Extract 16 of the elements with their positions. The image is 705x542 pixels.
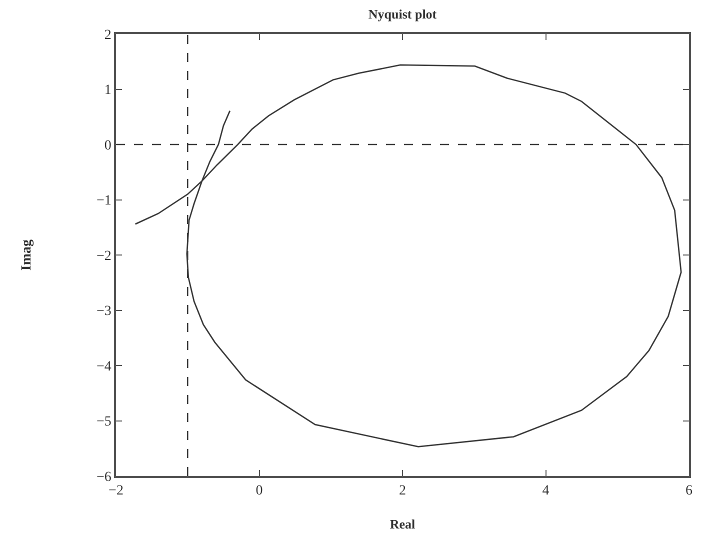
x-tick-label: 4 <box>542 484 550 499</box>
y-tick-label: 2 <box>104 28 112 43</box>
y-tick-label: 0 <box>104 138 112 154</box>
y-tick-label: 1 <box>104 83 112 98</box>
x-tick-label: 0 <box>256 484 263 499</box>
x-tick-label: 6 <box>686 484 692 499</box>
y-tick-label: −2 <box>96 248 112 264</box>
y-tick-label: −3 <box>96 304 112 320</box>
x-tick-label: 2 <box>399 484 406 499</box>
y-tick-label: −4 <box>96 359 112 374</box>
y-tick-label: −6 <box>96 470 112 485</box>
chart-title: Nyquist plot <box>368 6 438 22</box>
x-axis-title: Real <box>390 516 416 532</box>
y-tick-label: −1 <box>96 194 112 209</box>
y-tick-label: −5 <box>96 414 112 430</box>
y-axis-title: Imag <box>20 239 35 271</box>
